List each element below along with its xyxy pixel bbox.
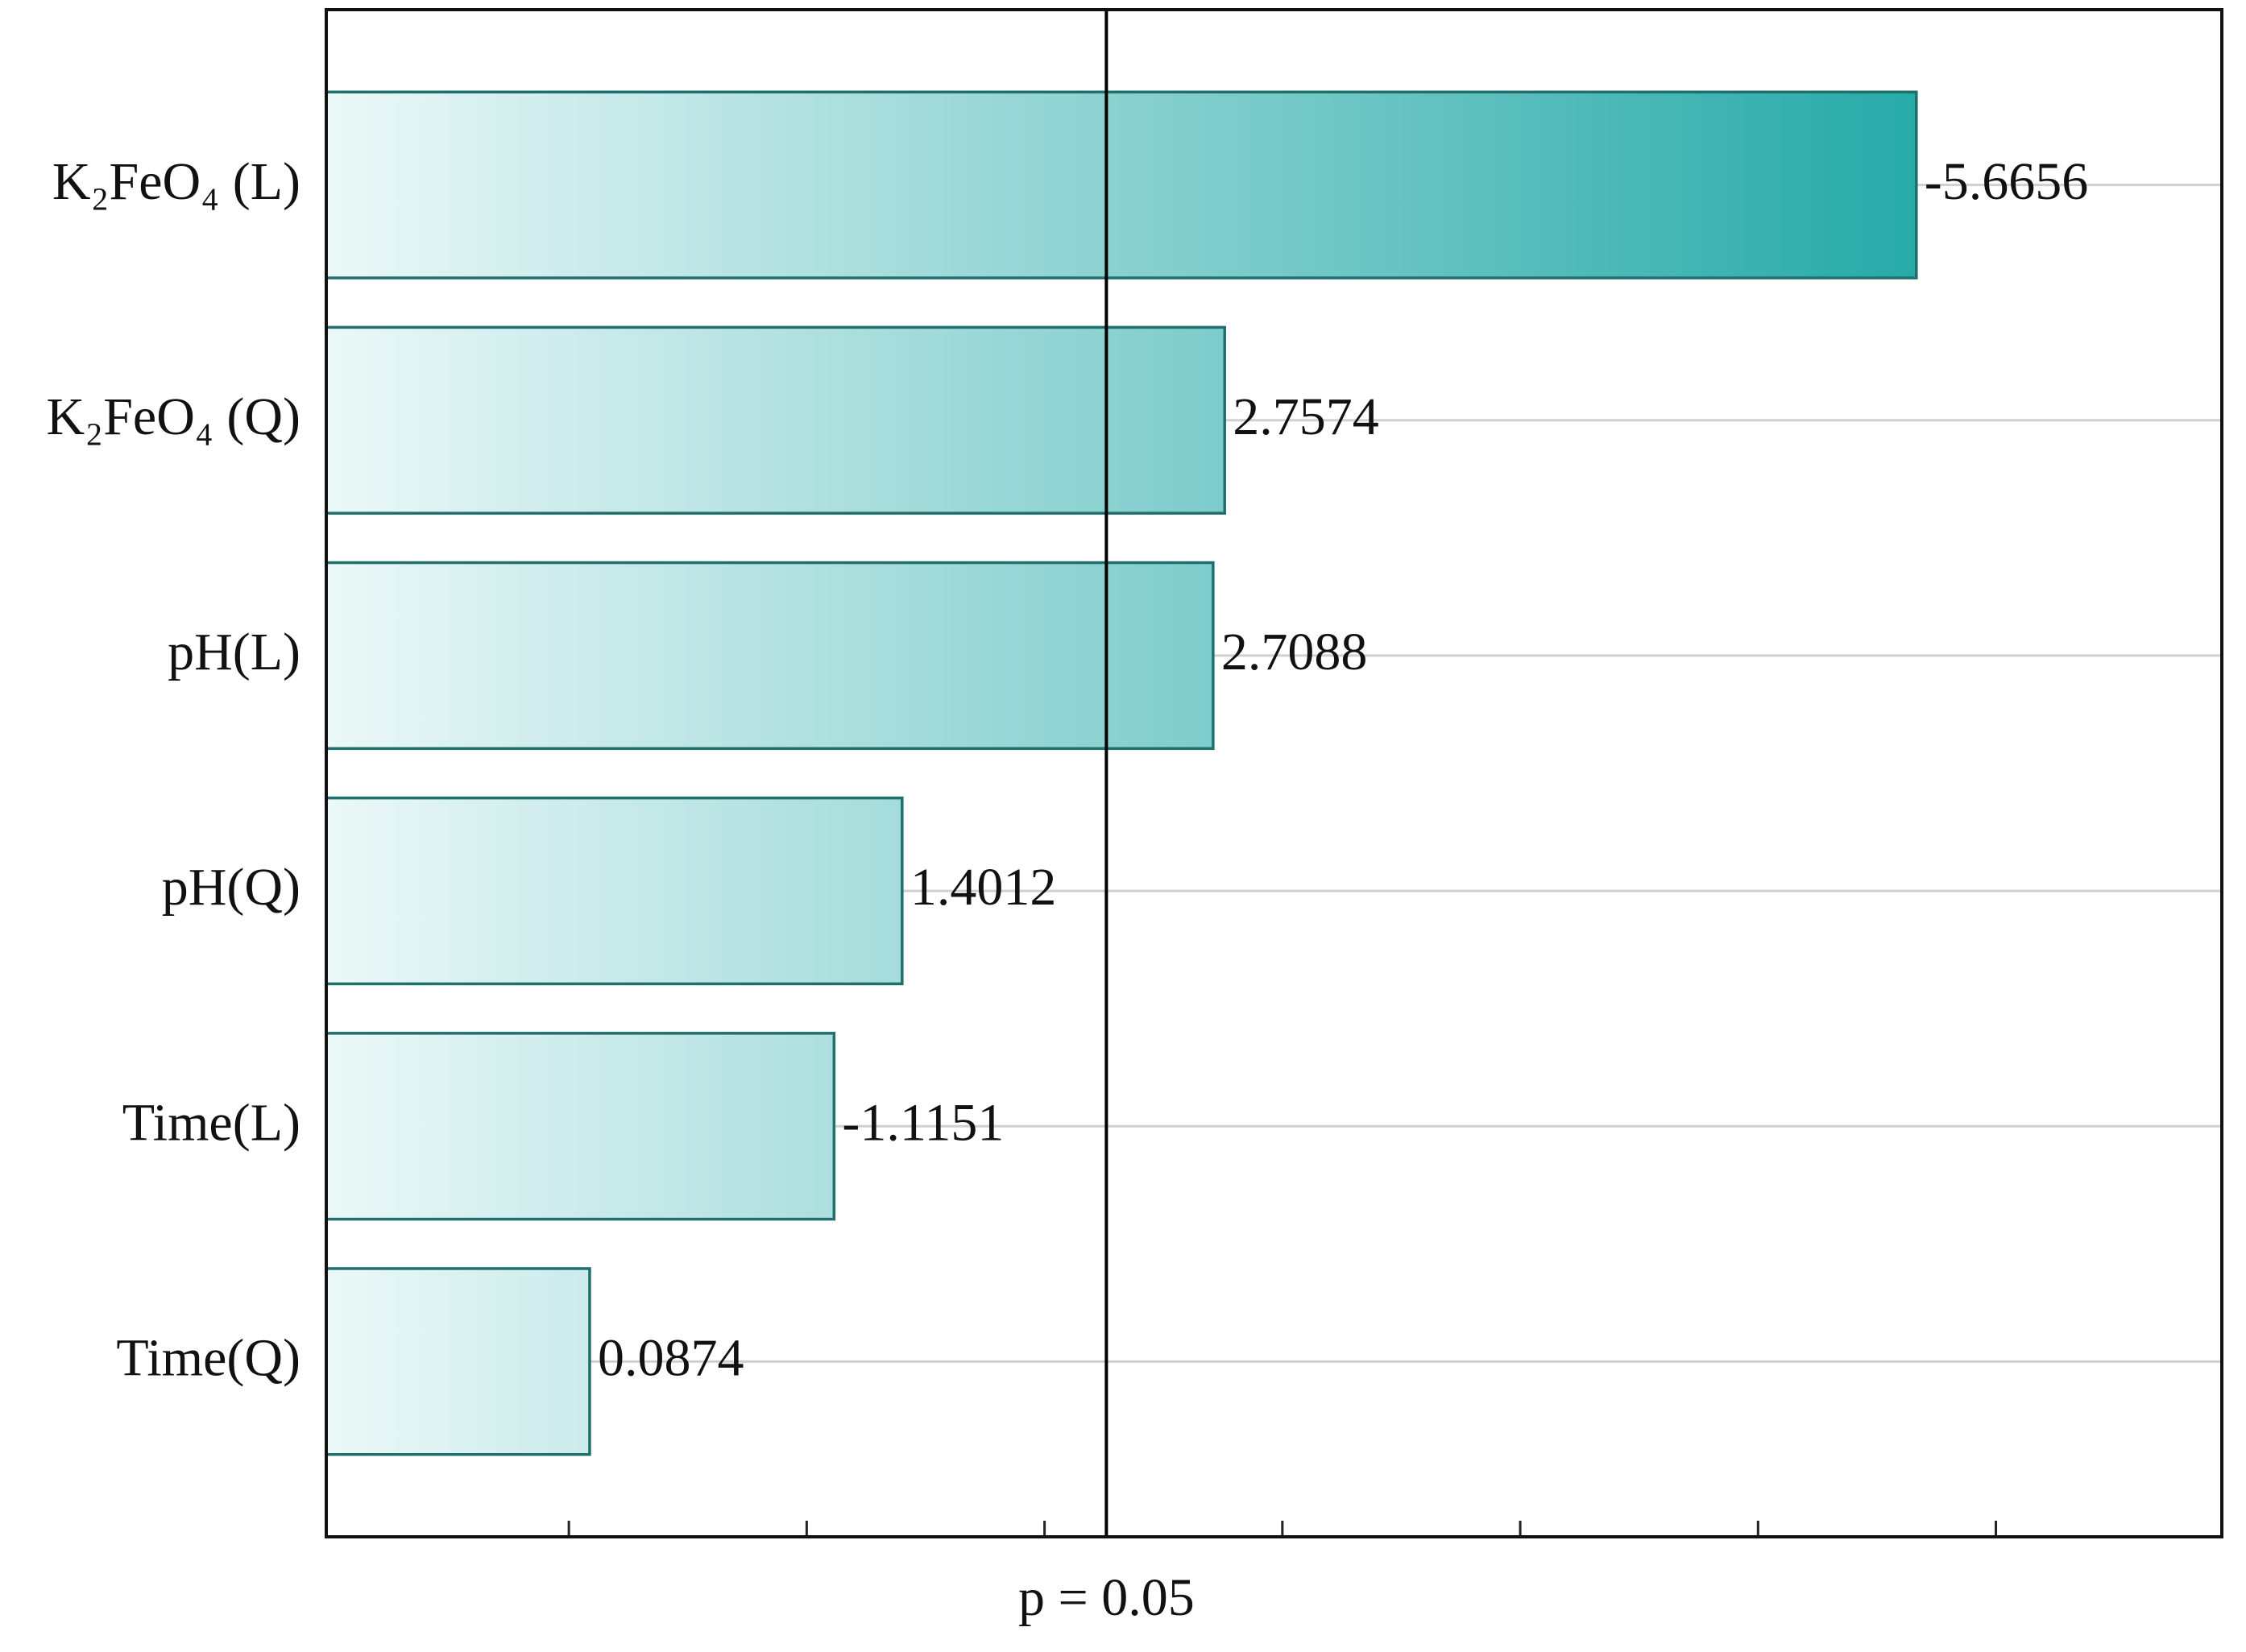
bar [325,796,904,986]
value-label: 0.0874 [598,1328,744,1387]
value-label: 2.7088 [1221,623,1368,681]
bar [325,1267,591,1456]
value-label: -1.1151 [842,1093,1004,1152]
y-tick-label: pH(L) [168,623,300,681]
y-tick-label: Time(L) [122,1093,300,1152]
value-label: 2.7574 [1233,387,1379,446]
plot-frame [325,8,2223,1538]
y-tick-label: K₂FeO₄ (Q) [47,387,300,446]
value-label: 1.4012 [910,858,1057,917]
y-tick-label: pH(Q) [162,858,300,917]
reference-label: p = 0.05 [1018,1568,1195,1627]
y-tick-label: Time(Q) [116,1328,300,1387]
bar [325,1032,836,1221]
bar [325,561,1215,751]
bar [325,90,1918,279]
bar [325,325,1226,515]
y-tick-label: K₂FeO₄ (L) [52,152,300,211]
value-label: -5.6656 [1925,152,2088,211]
